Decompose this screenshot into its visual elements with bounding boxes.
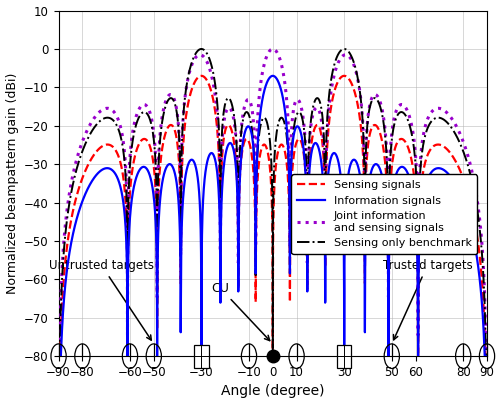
Information signals: [56, 354, 62, 359]
Information signals: [484, 354, 490, 359]
Sensing only benchmark: [198, 46, 204, 51]
Sensing signals: [484, 354, 490, 359]
Joint information
and sensing signals: [106, 106, 112, 111]
Line: Information signals: Information signals: [58, 76, 487, 356]
Information signals: [106, 166, 112, 171]
Legend: Sensing signals, Information signals, Joint information
and sensing signals, Sen: Sensing signals, Information signals, Jo…: [292, 175, 477, 254]
Sensing signals: [352, 90, 358, 95]
Sensing only benchmark: [106, 116, 112, 120]
Information signals: [82, 191, 88, 196]
Joint information
and sensing signals: [484, 354, 490, 359]
Information signals: [189, 157, 195, 162]
Sensing signals: [56, 354, 62, 359]
Text: Trusted targets: Trusted targets: [382, 259, 472, 340]
Sensing only benchmark: [56, 354, 62, 359]
Line: Sensing signals: Sensing signals: [58, 76, 487, 356]
Sensing signals: [189, 87, 195, 92]
X-axis label: Angle (degree): Angle (degree): [221, 385, 324, 398]
Joint information
and sensing signals: [107, 106, 113, 111]
Joint information
and sensing signals: [386, 166, 392, 171]
Text: CU: CU: [212, 282, 270, 341]
Text: Untrusted targets: Untrusted targets: [49, 259, 154, 340]
Sensing signals: [107, 143, 113, 147]
Bar: [337, 345, 351, 368]
Sensing only benchmark: [352, 63, 358, 67]
Joint information
and sensing signals: [189, 63, 195, 67]
Joint information
and sensing signals: [270, 46, 276, 51]
Sensing signals: [106, 143, 112, 147]
Y-axis label: Normalized beampattern gain (dBi): Normalized beampattern gain (dBi): [6, 73, 18, 294]
Bar: [194, 345, 208, 368]
Joint information
and sensing signals: [82, 131, 88, 136]
Information signals: [270, 74, 276, 78]
Information signals: [386, 231, 392, 236]
Sensing only benchmark: [82, 141, 88, 146]
Sensing signals: [82, 168, 88, 173]
Joint information
and sensing signals: [352, 65, 358, 70]
Line: Joint information
and sensing signals: Joint information and sensing signals: [58, 49, 487, 356]
Sensing signals: [386, 199, 392, 204]
Information signals: [352, 158, 358, 162]
Joint information
and sensing signals: [56, 354, 62, 359]
Sensing only benchmark: [386, 173, 392, 177]
Sensing only benchmark: [107, 116, 113, 121]
Sensing signals: [198, 74, 204, 78]
Information signals: [107, 166, 113, 171]
Sensing only benchmark: [189, 60, 195, 65]
Line: Sensing only benchmark: Sensing only benchmark: [58, 49, 487, 356]
Sensing only benchmark: [484, 354, 490, 359]
